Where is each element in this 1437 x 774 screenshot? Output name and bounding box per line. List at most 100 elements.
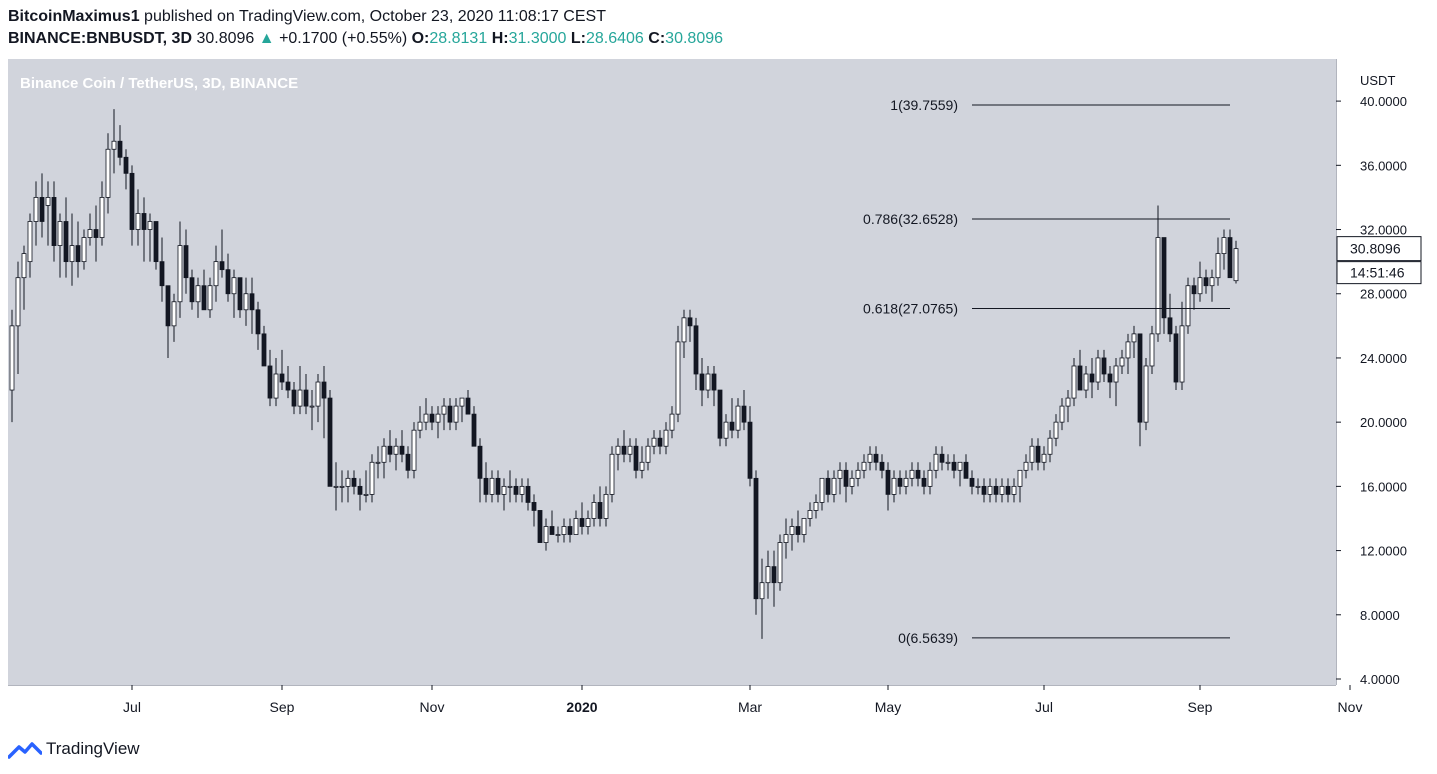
footer-brand[interactable]: TradingView: [46, 739, 140, 758]
time-tick-label: Sep: [1188, 699, 1213, 715]
candle-body: [381, 445, 387, 463]
candle-body: [309, 405, 315, 408]
candle-body: [753, 477, 759, 600]
candle-body: [873, 453, 879, 463]
open-value: 28.8131: [429, 30, 488, 47]
candle-body: [81, 237, 87, 263]
low-label: L:: [570, 30, 586, 47]
candle-body: [429, 413, 435, 423]
candle-body: [735, 405, 741, 431]
candle-body: [771, 566, 777, 584]
candle-body: [879, 461, 885, 471]
chart-area[interactable]: Binance Coin / TetherUS, 3D, BINANCE 1(39…: [8, 59, 1428, 724]
candle-body: [1077, 365, 1083, 391]
author-name[interactable]: BitcoinMaximus1: [8, 8, 140, 25]
candle-body: [567, 526, 573, 535]
fib-level-label: 1(39.7559): [890, 97, 958, 113]
candle-body: [951, 461, 957, 471]
candle-body: [465, 397, 471, 415]
candle-body: [285, 381, 291, 391]
candle-body: [1143, 365, 1149, 423]
candle-body: [1113, 365, 1119, 383]
candle-body: [225, 269, 231, 295]
candle-body: [819, 477, 825, 503]
candle-body: [993, 485, 999, 495]
candle-body: [945, 461, 951, 464]
candle-body: [765, 566, 771, 584]
candle-body: [435, 413, 441, 423]
candle-body: [261, 333, 267, 367]
price-tick-label: 32.0000: [1360, 223, 1407, 238]
candle-body: [1053, 421, 1059, 439]
candle-body: [549, 526, 555, 535]
candle-body: [621, 445, 627, 455]
candle-body: [687, 317, 693, 327]
candle-body: [1047, 437, 1053, 455]
candle-body: [1215, 253, 1221, 279]
candle-body: [1137, 333, 1143, 423]
fib-level-label: 0.618(27.0765): [863, 301, 958, 317]
candle-body: [1185, 285, 1191, 327]
candlestick-chart[interactable]: Binance Coin / TetherUS, 3D, BINANCE 1(39…: [8, 59, 1428, 724]
candle-body: [1071, 365, 1077, 399]
candle-body: [339, 485, 345, 488]
candle-body: [147, 221, 153, 230]
candle-body: [75, 245, 81, 263]
plot-background: [8, 59, 1336, 685]
open-label: O:: [411, 30, 430, 47]
candle-body: [1221, 237, 1227, 255]
candle-body: [111, 140, 117, 150]
candle-body: [981, 485, 987, 495]
candle-body: [903, 477, 909, 487]
candle-body: [741, 405, 747, 423]
candle-body: [1131, 333, 1137, 343]
candle-body: [321, 381, 327, 399]
candle-body: [231, 277, 237, 295]
candle-body: [105, 148, 111, 198]
candle-body: [423, 413, 429, 423]
candle-body: [933, 453, 939, 471]
price-tick-label: 4.0000: [1360, 672, 1400, 687]
candle-body: [63, 221, 69, 263]
candle-body: [189, 277, 195, 303]
candle-body: [99, 197, 105, 238]
current-price-label: 30.8096: [1350, 241, 1401, 257]
candle-body: [45, 197, 51, 206]
candle-body: [195, 285, 201, 303]
candle-body: [411, 429, 417, 471]
candle-body: [639, 461, 645, 471]
price-axis-labels: 4.0000 8.0000 12.0000 16.0000 20.0000 24.0000…: [1336, 65, 1422, 687]
candle-body: [21, 253, 27, 279]
candle-body: [711, 373, 717, 391]
symbol-label: BINANCE:BNBUSDT, 3D: [8, 30, 193, 47]
candle-body: [543, 526, 549, 543]
candle-body: [87, 229, 93, 238]
candle-body: [885, 469, 891, 495]
candle-body: [579, 518, 585, 527]
candle-body: [501, 485, 507, 495]
candle-body: [939, 453, 945, 463]
candle-body: [135, 213, 141, 230]
chart-header: BitcoinMaximus1 published on TradingView…: [8, 6, 723, 50]
candle-body: [603, 493, 609, 519]
candle-body: [693, 325, 699, 375]
candle-body: [255, 309, 261, 335]
time-tick-label: 2020: [566, 699, 597, 715]
candle-body: [1149, 333, 1155, 367]
candle-body: [513, 485, 519, 495]
candle-body: [1065, 397, 1071, 407]
up-arrow-icon: ▲: [258, 30, 275, 47]
candle-body: [1203, 277, 1209, 287]
candle-body: [171, 301, 177, 327]
publish-info: published on TradingView.com, October 23…: [144, 8, 606, 25]
candle-body: [843, 469, 849, 487]
tradingview-logo-icon[interactable]: [8, 739, 42, 759]
candle-body: [399, 445, 405, 455]
publish-line: BitcoinMaximus1 published on TradingView…: [8, 6, 723, 28]
candle-body: [291, 389, 297, 407]
price-tick-label: 12.0000: [1360, 544, 1407, 559]
candle-body: [1095, 357, 1101, 383]
candle-body: [999, 485, 1005, 495]
candle-body: [177, 245, 183, 303]
currency-label: USDT: [1360, 73, 1395, 88]
